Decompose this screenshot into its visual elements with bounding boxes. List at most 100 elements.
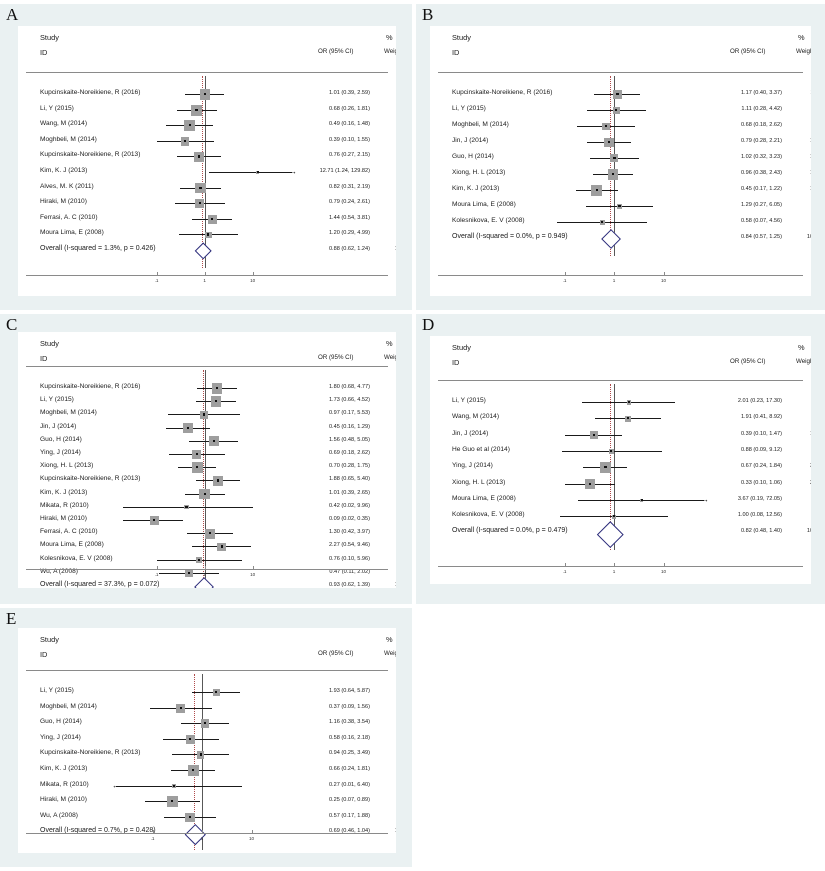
- point-estimate-dot: [171, 800, 174, 803]
- forest-row: Hiraki, M (2010) 0.25 (0.07, 0.89) 17.40: [18, 793, 396, 809]
- study-label: Ying, J (2014): [40, 733, 81, 741]
- study-weight-value: 10.56: [794, 154, 811, 160]
- forest-row: Kim, K. J (2013) → 12.71 (1.24, 129.82) 0.5…: [18, 164, 396, 180]
- panel-E: E Study ID% OR (95% CI) Weight Li, Y (2015) 1…: [0, 608, 412, 867]
- study-label: Jin, J (2014): [452, 429, 489, 437]
- point-estimate-dot: [153, 519, 156, 522]
- study-weight-value: 7.24: [382, 688, 396, 694]
- forest-row: Li, Y (2015) 0.68 (0.26, 1.81) 14.08: [18, 102, 396, 118]
- header-divider: [26, 366, 388, 367]
- forest-row: Xiong, H. L (2013) 0.96 (0.38, 2.43) 16.73: [430, 166, 811, 182]
- x-axis-tick-label: .1: [150, 836, 155, 841]
- forest-row: Kim, K. J (2013) 1.01 (0.39, 2.65) 9.11: [18, 486, 396, 500]
- column-header-weight: Weight: [796, 358, 811, 365]
- forest-row: Wang, M (2014) 0.49 (0.16, 1.48) 14.10: [18, 117, 396, 133]
- study-weight-value: 1.48: [382, 503, 396, 509]
- study-label: Xiong, H. L (2013): [452, 478, 506, 486]
- column-header-percent: %: [386, 635, 393, 644]
- header-divider: [438, 72, 803, 73]
- forest-row: Ferrasi, A. C (2010) 1.30 (0.42, 3.97) 7.6…: [18, 525, 396, 539]
- point-estimate-dot: [172, 784, 175, 787]
- x-axis-line: [26, 569, 388, 570]
- header-divider: [438, 380, 803, 381]
- study-label: Moghbeli, M (2014): [40, 135, 97, 143]
- x-axis-line: [438, 275, 803, 276]
- forest-row: Hiraki, M (2010) 0.09 (0.02, 0.35) 5.76: [18, 512, 396, 525]
- study-weight-value: 10.15: [382, 719, 396, 725]
- study-weight-value: 8.23: [382, 750, 396, 756]
- x-axis-tick: [251, 830, 253, 833]
- study-weight-value: 4.44: [794, 218, 811, 224]
- forest-row: Moghbeli, M (2014) 0.97 (0.17, 5.53) 4.18: [18, 406, 396, 419]
- point-estimate-dot: [189, 737, 192, 740]
- forest-row: He Guo et al (2014) 0.88 (0.09, 9.12) 5.11: [430, 443, 811, 459]
- point-estimate-dot: [195, 108, 198, 111]
- point-estimate-dot: [220, 545, 223, 548]
- study-label: Kupcinskaite-Noreikiene, R (2016): [40, 383, 141, 390]
- odds-ratio-value: 1.11 (0.28, 4.42): [741, 106, 782, 112]
- odds-ratio-value: 0.09 (0.02, 0.35): [328, 516, 370, 522]
- study-label: Kupcinskaite-Noreikiene, R (2016): [40, 89, 141, 96]
- study-weight-value: 8.22: [382, 476, 396, 482]
- x-axis-line: [26, 833, 388, 834]
- forest-row: Li, Y (2015) 1.73 (0.66, 4.52) 9.09: [18, 393, 396, 408]
- odds-ratio-value: 0.68 (0.26, 1.81): [328, 105, 370, 112]
- odds-ratio-value: 0.68 (0.18, 2.62): [740, 122, 782, 128]
- pooled-estimate-line: [203, 370, 205, 588]
- forest-row: Guo, H (2014) 1.56 (0.48, 5.05) 7.25: [18, 433, 396, 447]
- study-label: Wu, A (2008): [40, 811, 78, 819]
- point-estimate-dot: [188, 815, 192, 818]
- odds-ratio-value: 0.70 (0.28, 1.75): [328, 463, 370, 470]
- study-label: Hiraki, M (2010): [40, 198, 87, 206]
- point-estimate-dot: [215, 691, 218, 694]
- overall-label: Overall (I-squared = 0.7%, p = 0.428): [40, 827, 156, 835]
- odds-ratio-value: 2.01 (0.23, 17.30): [737, 398, 782, 404]
- point-estimate-dot: [208, 532, 212, 535]
- study-weight-value: 9.48: [382, 463, 396, 469]
- forest-row: Ying, J (2014) 0.58 (0.16, 2.18) 11.54: [18, 731, 396, 747]
- study-weight-value: 5.17: [382, 230, 396, 236]
- point-estimate-dot: [196, 466, 199, 469]
- point-estimate-dot: [198, 202, 201, 205]
- column-header-study: Study: [40, 339, 59, 348]
- overall-label: Overall (I-squared = 1.3%, p = 0.426): [40, 245, 156, 252]
- odds-ratio-value: 12.71 (1.24, 129.82): [319, 168, 370, 174]
- study-label: Moura Lima, E (2008): [40, 541, 104, 549]
- study-weight-value: 8.97: [382, 384, 396, 390]
- overall-weight-value: 100.00: [382, 828, 396, 834]
- odds-ratio-value: 1.91 (0.41, 8.92): [740, 414, 782, 421]
- column-header-study: Study: [452, 343, 471, 352]
- study-weight-value: 0.54: [382, 168, 396, 174]
- point-estimate-dot: [601, 221, 604, 224]
- panel-label-E: E: [6, 609, 17, 628]
- study-label: Li, Y (2015): [452, 105, 486, 112]
- point-estimate-dot: [214, 400, 218, 403]
- point-estimate-dot: [592, 433, 595, 436]
- odds-ratio-value: 0.67 (0.24, 1.84): [740, 463, 782, 470]
- forest-row: Moghbeli, M (2014) 0.68 (0.18, 2.62) 9.78: [430, 118, 811, 134]
- column-header-id: ID: [452, 48, 460, 57]
- point-estimate-dot: [604, 125, 607, 128]
- study-label: Alves, M. K (2011): [40, 182, 94, 190]
- odds-ratio-value: 0.96 (0.38, 2.43): [740, 170, 782, 176]
- pooled-estimate-line: [194, 674, 196, 851]
- point-estimate-dot: [187, 571, 190, 574]
- study-label: Kupcinskaite-Noreikiene, R (2016): [452, 89, 553, 96]
- forest-row: Jin, J (2014) 0.45 (0.16, 1.29) 8.35: [18, 420, 396, 434]
- point-estimate-dot: [179, 706, 182, 709]
- point-estimate-dot: [197, 558, 200, 561]
- odds-ratio-value: 0.76 (0.10, 5.96): [328, 555, 370, 562]
- study-weight-value: 12.92: [382, 184, 396, 190]
- study-label: Moura Lima, E (2008): [452, 494, 516, 502]
- forest-row-overall: Overall (I-squared = 0.0%, p = 0.949) 0.8…: [430, 229, 811, 250]
- x-axis-tick: [204, 272, 206, 275]
- point-estimate-dot: [199, 753, 202, 756]
- odds-ratio-value: 1.88 (0.65, 5.40): [328, 476, 370, 483]
- point-estimate-dot: [216, 479, 219, 482]
- odds-ratio-value: 1.93 (0.64, 5.87): [328, 688, 370, 694]
- forest-plot-b: Study ID% OR (95% CI) Weight Kupcinskaite-No…: [430, 26, 811, 296]
- study-weight-value: 3.19: [382, 556, 396, 562]
- odds-ratio-value: 0.79 (0.24, 2.61): [328, 199, 370, 206]
- x-axis-tick-label: .1: [562, 569, 567, 574]
